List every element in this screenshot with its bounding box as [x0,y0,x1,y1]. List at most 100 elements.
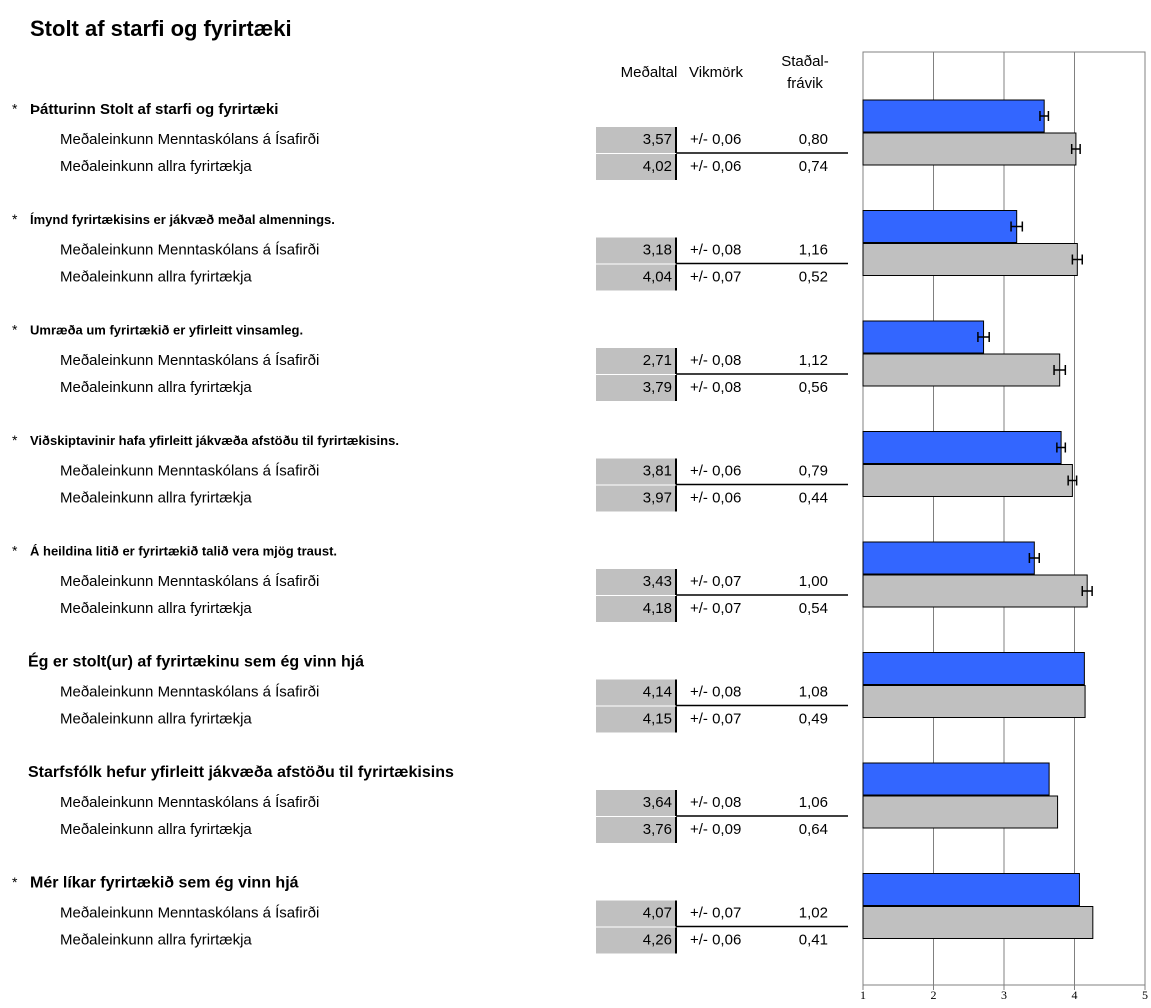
value-label: 3,64 [643,794,672,811]
value-cell [596,485,676,512]
margin-label: +/- 0,06 [690,462,741,479]
bar [862,210,1018,243]
bar [862,652,1085,685]
value-cell [596,127,676,153]
sd-label: 0,56 [799,379,828,396]
bar [862,574,1088,608]
bar [862,243,1078,276]
category-label: Ímynd fyrirtækisins er jákvæð meðal alme… [30,212,335,227]
marker: * [12,874,18,890]
sd-label: 0,54 [799,600,828,617]
sd-label: 0,49 [799,710,828,727]
value-cell [596,790,676,816]
bar [862,795,1059,829]
row-label: Meðaleinkunn allra fyrirtækja [60,489,252,506]
error-bar [1070,144,1081,154]
bar [862,541,1035,575]
marker: * [12,211,18,227]
sd-label: 0,74 [799,158,828,175]
value-label: 3,18 [643,241,672,258]
value-cell [596,679,676,706]
value-cell [596,569,676,595]
row-label: Meðaleinkunn allra fyrirtækja [60,821,252,838]
margin-label: +/- 0,07 [690,904,741,921]
value-cell [596,900,676,927]
margin-label: +/- 0,08 [690,379,741,396]
x-tick-label: 3 [1001,988,1007,1002]
bar [862,873,1080,906]
marker: * [12,101,18,117]
category-label: Starfsfólk hefur yfirleitt jákvæða afstö… [28,764,454,781]
value-cell [596,348,676,374]
row-label: Meðaleinkunn allra fyrirtækja [60,379,252,396]
row-label: Meðaleinkunn allra fyrirtækja [60,268,252,285]
category-label: Umræða um fyrirtækið er yfirleitt vinsam… [30,322,303,337]
value-label: 3,76 [643,821,672,838]
sd-label: 1,08 [799,683,828,700]
error-bar [1081,586,1093,596]
value-cell [596,596,676,622]
column-header: Staðal- [781,53,829,70]
row-label: Meðaleinkunn Menntaskólans á Ísafirði [60,794,319,811]
sd-label: 1,02 [799,904,828,921]
x-tick-label: 5 [1142,988,1148,1002]
value-cell [596,817,676,843]
value-label: 3,57 [643,131,672,148]
column-header: frávik [787,75,823,92]
margin-label: +/- 0,06 [690,131,741,148]
margin-label: +/- 0,06 [690,931,741,948]
value-cell [596,154,676,180]
bar [862,132,1077,166]
x-tick-label: 4 [1072,988,1078,1002]
bar [862,320,985,354]
error-bar [977,332,990,342]
row-label: Meðaleinkunn Menntaskólans á Ísafirði [60,131,319,148]
category-label: Viðskiptavinir hafa yfirleitt jákvæða af… [30,433,399,448]
margin-label: +/- 0,07 [690,710,741,727]
sd-label: 1,06 [799,794,828,811]
row-label: Meðaleinkunn allra fyrirtækja [60,710,252,727]
row-label: Meðaleinkunn Menntaskólans á Ísafirði [60,683,319,700]
marker: * [12,432,18,448]
error-bar [1056,442,1067,453]
value-cell [596,927,676,954]
sd-label: 0,52 [799,268,828,285]
sd-label: 1,16 [799,241,828,258]
margin-label: +/- 0,09 [690,821,741,838]
row-label: Meðaleinkunn allra fyrirtækja [60,158,252,175]
error-bar [1028,553,1040,563]
error-bar [1039,111,1050,121]
marker: * [12,322,18,338]
margin-label: +/- 0,06 [690,489,741,506]
row-label: Meðaleinkunn allra fyrirtækja [60,931,252,948]
margin-label: +/- 0,08 [690,241,741,258]
chart-title: Stolt af starfi og fyrirtæki [30,16,292,41]
sd-label: 0,79 [799,462,828,479]
value-label: 4,02 [643,158,672,175]
row-label: Meðaleinkunn allra fyrirtækja [60,600,252,617]
sd-label: 0,44 [799,489,828,506]
value-label: 4,26 [643,931,672,948]
value-label: 4,07 [643,904,672,921]
value-label: 4,18 [643,600,672,617]
margin-label: +/- 0,08 [690,352,741,369]
category-label: Þátturinn Stolt af starfi og fyrirtæki [30,101,278,118]
bar [862,353,1061,387]
sd-label: 0,64 [799,821,828,838]
margin-label: +/- 0,07 [690,268,741,285]
margin-label: +/- 0,07 [690,573,741,590]
row-label: Meðaleinkunn Menntaskólans á Ísafirði [60,573,319,590]
error-bar [1010,221,1024,232]
category-label: Á heildina litið er fyrirtækið talið ver… [30,543,337,558]
sd-label: 1,12 [799,352,828,369]
value-label: 2,71 [643,352,672,369]
bar [862,906,1094,939]
margin-label: +/- 0,08 [690,794,741,811]
margin-label: +/- 0,07 [690,600,741,617]
marker: * [12,543,18,559]
column-header: Vikmörk [689,64,743,81]
x-tick-label: 2 [931,988,937,1002]
bar [862,464,1073,497]
value-label: 4,14 [643,683,672,700]
value-cell [596,458,676,485]
